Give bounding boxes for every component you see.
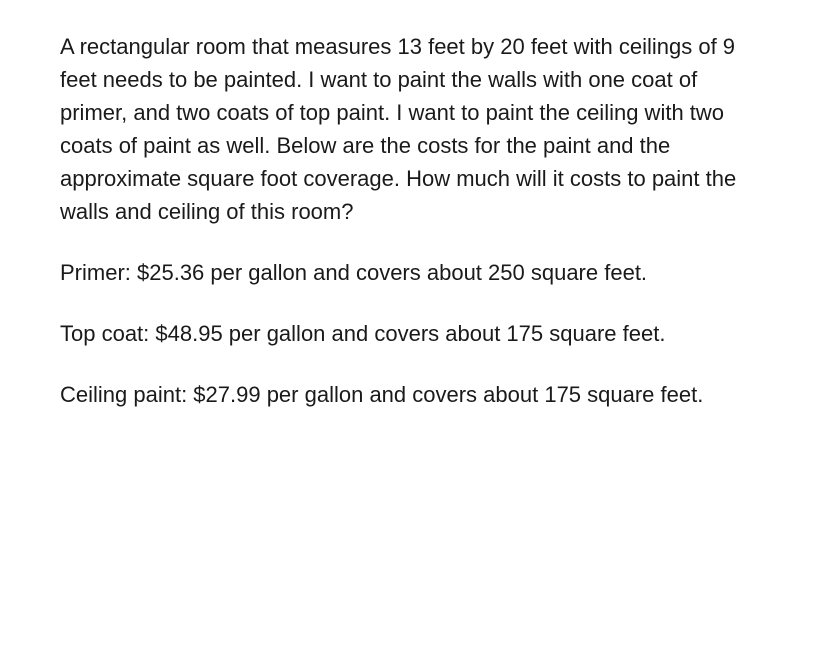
primer-paragraph: Primer: $25.36 per gallon and covers abo… xyxy=(60,256,768,289)
question-paragraph: A rectangular room that measures 13 feet… xyxy=(60,30,768,228)
topcoat-paragraph: Top coat: $48.95 per gallon and covers a… xyxy=(60,317,768,350)
ceiling-paragraph: Ceiling paint: $27.99 per gallon and cov… xyxy=(60,378,768,411)
document-body: A rectangular room that measures 13 feet… xyxy=(0,0,828,469)
